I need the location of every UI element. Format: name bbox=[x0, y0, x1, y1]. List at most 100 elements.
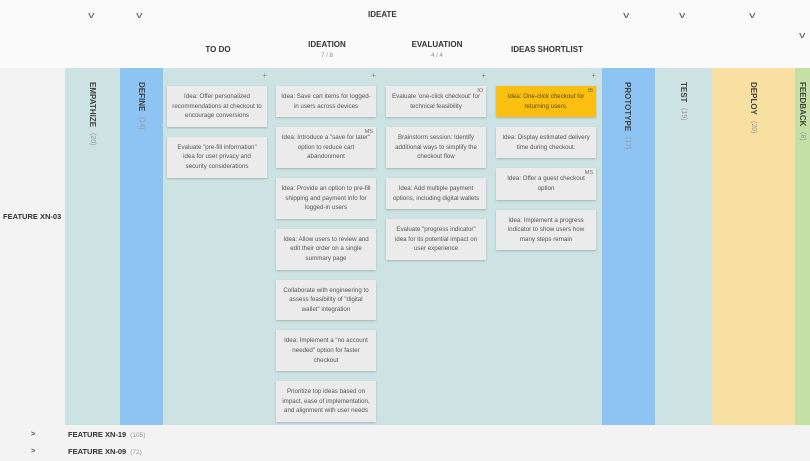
subcolumn-header-shortlist: IDEAS SHORTLIST bbox=[492, 45, 602, 54]
card-text: Idea: Display estimated delivery time du… bbox=[502, 134, 590, 151]
lane-title[interactable]: FEATURE XN-03 bbox=[3, 212, 62, 221]
card-text: Idea: Save cart items for logged-in user… bbox=[281, 93, 371, 110]
stage-name: EMPATHIZE bbox=[88, 82, 97, 128]
wip-count: 7 / 8 bbox=[321, 53, 333, 59]
subcolumn-title: TO DO bbox=[205, 45, 231, 54]
stage-name: DEFINE bbox=[137, 82, 146, 112]
group-title-ideate[interactable]: IDEATE bbox=[368, 10, 397, 19]
card[interactable]: Idea: Provide an option to pre-fill ship… bbox=[276, 177, 376, 219]
lane-count: (72) bbox=[130, 449, 142, 456]
chevron-down-icon[interactable]: v bbox=[679, 10, 686, 20]
stage-count: (14) bbox=[138, 117, 145, 130]
chevron-down-icon[interactable]: v bbox=[623, 10, 630, 20]
card-text: Brainstorm session: Identify additional … bbox=[395, 134, 477, 161]
stage-column-deploy[interactable]: DEPLOY (20) bbox=[712, 68, 795, 425]
subcolumn-title: IDEATION bbox=[308, 40, 346, 49]
card-list: IO Evaluate 'one-click checkout' for tech… bbox=[386, 86, 486, 260]
stage-title: EMPATHIZE (20) bbox=[88, 82, 97, 146]
subcolumn-0: + Idea: Offer personalized recommendation… bbox=[163, 68, 273, 425]
add-card-icon[interactable]: + bbox=[371, 71, 376, 80]
stage-column-prototype[interactable]: PROTOTYPE (17) bbox=[600, 68, 655, 425]
stage-title: DEPLOY (20) bbox=[749, 82, 758, 133]
assignee-initials: IB bbox=[587, 88, 593, 94]
card[interactable]: Evaluate "pre-fill information" idea for… bbox=[167, 136, 267, 178]
board-header: v v IDEATE v v v v TO DO IDEATION 7 / 8 E… bbox=[0, 0, 810, 68]
card[interactable]: IB Idea: One-click checkout for returning… bbox=[496, 86, 596, 118]
lane-count: (105) bbox=[130, 432, 146, 439]
card-text: Idea: Implement a progress indicator to … bbox=[507, 216, 585, 243]
stage-column-empathize[interactable]: EMPATHIZE (20) bbox=[65, 68, 120, 425]
chevron-right-icon[interactable]: > bbox=[31, 429, 36, 438]
chevron-down-icon[interactable]: v bbox=[749, 10, 756, 20]
card[interactable]: Collaborate with engineering to assess f… bbox=[276, 279, 376, 321]
card-text: Evaluate "pre-fill information" idea for… bbox=[177, 143, 257, 170]
add-card-icon[interactable]: + bbox=[591, 71, 596, 80]
stage-count: (17) bbox=[624, 137, 631, 150]
card-list: Idea: Save cart items for logged-in user… bbox=[276, 86, 376, 422]
card-text: Idea: Offer a guest checkout option bbox=[507, 175, 585, 192]
card[interactable]: Brainstorm session: Identify additional … bbox=[386, 127, 486, 168]
wip-count: 4 / 4 bbox=[431, 53, 443, 59]
card-text: Prioritize top ideas based on impact, ea… bbox=[282, 388, 370, 415]
add-card-icon[interactable]: + bbox=[481, 71, 486, 80]
card-text: Idea: Offer personalized recommendations… bbox=[172, 93, 262, 120]
stage-name: TEST bbox=[679, 82, 688, 103]
card[interactable]: Idea: Save cart items for logged-in user… bbox=[276, 86, 376, 118]
chevron-down-icon[interactable]: v bbox=[88, 10, 95, 20]
stage-name: DEPLOY bbox=[749, 82, 758, 115]
stage-count: (19) bbox=[680, 108, 687, 121]
chevron-right-icon[interactable]: > bbox=[31, 446, 36, 455]
card-text: Idea: Implement a "no account needed" op… bbox=[284, 337, 368, 364]
assignee-initials: MS bbox=[584, 170, 593, 177]
assignee-initials: IO bbox=[477, 88, 483, 94]
subcolumn-header-todo: TO DO bbox=[163, 45, 273, 54]
add-card-icon[interactable]: + bbox=[262, 71, 267, 80]
chevron-down-icon[interactable]: v bbox=[136, 10, 143, 20]
card[interactable]: MS Idea: Introduce a "save for later" opt… bbox=[276, 127, 376, 168]
card-list: Idea: Offer personalized recommendations… bbox=[167, 86, 267, 178]
stage-title: TEST (19) bbox=[679, 82, 688, 121]
card-text: Evaluate 'one-click checkout' for techni… bbox=[392, 93, 480, 110]
card-text: Idea: Allow users to review and edit the… bbox=[283, 235, 369, 262]
subcolumn-title: EVALUATION bbox=[411, 40, 463, 49]
stage-title: DEFINE (14) bbox=[137, 82, 146, 130]
subcolumn-2: + IO Evaluate 'one-click checkout' for tec… bbox=[382, 68, 492, 425]
card[interactable]: Idea: Add multiple payment options, incl… bbox=[386, 177, 486, 210]
assignee-initials: MS bbox=[364, 129, 373, 136]
card[interactable]: Idea: Implement a "no account needed" op… bbox=[276, 330, 376, 372]
stage-title: PROTOTYPE (17) bbox=[623, 82, 632, 150]
subcolumn-title: IDEAS SHORTLIST bbox=[510, 45, 583, 54]
subcolumn-header-ideation: IDEATION 7 / 8 bbox=[272, 40, 382, 59]
card-text: Evaluate "progress indicator" idea for i… bbox=[394, 226, 478, 253]
card[interactable]: Idea: Allow users to review and edit the… bbox=[276, 228, 376, 270]
stage-name: FEEDBACK bbox=[798, 82, 807, 127]
stage-column-test[interactable]: TEST (19) bbox=[655, 68, 712, 425]
collapsed-lane[interactable]: > FEATURE XN-19 (105) bbox=[0, 427, 810, 444]
stage-column-feedback[interactable]: FEEDBACK (8) bbox=[795, 68, 810, 425]
card-text: Idea: Add multiple payment options, incl… bbox=[392, 184, 480, 202]
stage-count: (8) bbox=[799, 132, 806, 142]
card[interactable]: MS Idea: Offer a guest checkout option bbox=[496, 168, 596, 200]
card-text: Idea: One-click checkout for returning u… bbox=[507, 93, 585, 110]
stage-title: FEEDBACK (8) bbox=[798, 82, 807, 141]
lane-title: FEATURE XN-19 bbox=[68, 430, 127, 439]
subcolumn-header-evaluation: EVALUATION 4 / 4 bbox=[382, 40, 492, 59]
card[interactable]: Prioritize top ideas based on impact, ea… bbox=[276, 381, 376, 422]
card[interactable]: Idea: Implement a progress indicator to … bbox=[496, 209, 596, 251]
card-list: IB Idea: One-click checkout for returning… bbox=[496, 86, 596, 251]
chevron-down-icon[interactable]: v bbox=[799, 30, 806, 40]
subcolumn-1: + Idea: Save cart items for logged-in use… bbox=[272, 68, 382, 425]
stage-name: PROTOTYPE bbox=[623, 82, 632, 132]
card-text: Collaborate with engineering to assess f… bbox=[283, 286, 369, 313]
card[interactable]: Evaluate "progress indicator" idea for i… bbox=[386, 219, 486, 260]
stage-count: (20) bbox=[89, 133, 96, 146]
card[interactable]: IO Evaluate 'one-click checkout' for tech… bbox=[386, 86, 486, 118]
stage-column-define[interactable]: DEFINE (14) bbox=[120, 68, 163, 425]
card[interactable]: Idea: Offer personalized recommendations… bbox=[167, 86, 267, 127]
subcolumn-3: + IB Idea: One-click checkout for returnin… bbox=[492, 68, 602, 425]
card[interactable]: Idea: Display estimated delivery time du… bbox=[496, 127, 596, 159]
lane-title: FEATURE XN-09 bbox=[68, 447, 127, 456]
collapsed-lane[interactable]: > FEATURE XN-09 (72) bbox=[0, 444, 810, 461]
card-text: Idea: Introduce a "save for later" optio… bbox=[281, 134, 371, 161]
stage-count: (20) bbox=[750, 120, 757, 134]
